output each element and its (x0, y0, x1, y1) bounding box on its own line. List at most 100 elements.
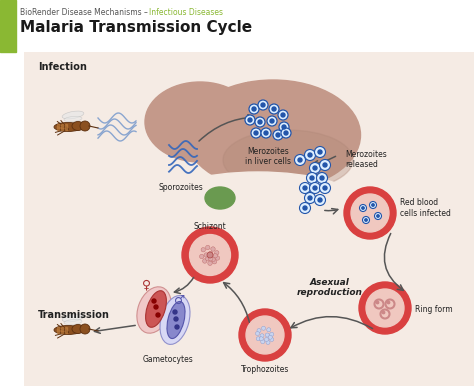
Bar (57, 327, 59, 333)
Circle shape (258, 120, 262, 124)
Circle shape (315, 194, 326, 206)
Circle shape (239, 309, 291, 361)
Circle shape (269, 104, 279, 114)
Circle shape (260, 334, 264, 338)
Ellipse shape (145, 82, 255, 162)
Circle shape (323, 186, 327, 190)
Circle shape (248, 118, 252, 122)
Text: Trophozoites: Trophozoites (241, 365, 289, 374)
Circle shape (359, 204, 366, 211)
Circle shape (315, 147, 326, 158)
Circle shape (182, 227, 238, 283)
Text: Infectious Diseases: Infectious Diseases (149, 8, 223, 17)
Ellipse shape (64, 116, 82, 121)
Circle shape (363, 217, 370, 223)
Circle shape (246, 316, 284, 354)
Circle shape (154, 305, 158, 309)
Circle shape (206, 245, 210, 250)
Circle shape (294, 154, 306, 166)
Circle shape (370, 201, 376, 208)
Circle shape (267, 116, 277, 126)
Circle shape (344, 187, 396, 239)
Circle shape (376, 301, 379, 304)
Text: Transmission: Transmission (38, 310, 110, 320)
Text: Infection: Infection (38, 62, 87, 72)
Ellipse shape (62, 111, 84, 119)
Circle shape (207, 252, 213, 258)
Ellipse shape (160, 296, 190, 345)
Bar (57, 124, 59, 130)
Circle shape (80, 121, 90, 131)
Circle shape (257, 329, 261, 333)
Circle shape (208, 261, 212, 265)
Circle shape (258, 100, 268, 110)
Circle shape (372, 204, 374, 206)
Ellipse shape (62, 314, 84, 322)
Circle shape (270, 332, 274, 336)
Circle shape (313, 186, 317, 190)
Text: Merozoites
released: Merozoites released (345, 150, 387, 170)
Circle shape (212, 260, 217, 264)
Circle shape (307, 173, 318, 184)
Circle shape (310, 163, 320, 173)
Circle shape (175, 325, 179, 329)
Circle shape (215, 251, 219, 255)
Circle shape (282, 125, 286, 129)
Circle shape (261, 340, 265, 344)
Bar (65, 327, 67, 333)
Text: Sporozoites: Sporozoites (159, 183, 203, 192)
Text: BioRender Disease Mechanisms –: BioRender Disease Mechanisms – (20, 8, 150, 17)
Ellipse shape (54, 123, 82, 132)
Circle shape (304, 192, 316, 203)
Circle shape (387, 301, 390, 304)
Circle shape (264, 338, 268, 341)
Circle shape (320, 176, 324, 180)
Circle shape (251, 128, 261, 138)
Circle shape (254, 131, 258, 135)
Circle shape (377, 215, 379, 217)
Circle shape (319, 159, 330, 170)
Circle shape (245, 115, 255, 125)
Circle shape (310, 176, 314, 180)
Circle shape (317, 173, 328, 184)
Circle shape (156, 313, 160, 317)
Circle shape (300, 203, 310, 213)
Circle shape (261, 103, 265, 107)
Circle shape (281, 113, 285, 117)
Circle shape (265, 333, 269, 337)
Circle shape (323, 163, 327, 167)
Circle shape (272, 107, 276, 111)
Circle shape (276, 133, 280, 137)
Ellipse shape (223, 130, 353, 190)
Ellipse shape (185, 80, 361, 190)
Circle shape (273, 130, 283, 140)
Circle shape (206, 256, 210, 261)
Bar (0, 0, 16, 52)
Circle shape (308, 196, 312, 200)
Circle shape (173, 310, 177, 314)
Circle shape (267, 328, 271, 332)
Circle shape (278, 110, 288, 120)
Circle shape (204, 253, 209, 257)
Circle shape (366, 289, 404, 327)
Circle shape (211, 257, 215, 262)
Circle shape (215, 256, 220, 260)
Text: Schizont: Schizont (193, 222, 227, 231)
Circle shape (319, 182, 330, 194)
Circle shape (80, 324, 90, 334)
Circle shape (209, 251, 213, 256)
Circle shape (270, 119, 274, 123)
Circle shape (174, 317, 178, 321)
Circle shape (362, 207, 364, 209)
Circle shape (256, 337, 260, 341)
Text: Merozoites
in liver cells: Merozoites in liver cells (245, 147, 291, 166)
Circle shape (279, 122, 289, 132)
Text: ♂: ♂ (174, 293, 186, 307)
Ellipse shape (72, 121, 84, 130)
Circle shape (255, 331, 259, 336)
Text: Red blood
cells infected: Red blood cells infected (400, 198, 451, 218)
Circle shape (200, 254, 204, 259)
Circle shape (303, 186, 307, 190)
Bar (65, 124, 67, 130)
Ellipse shape (146, 291, 166, 327)
